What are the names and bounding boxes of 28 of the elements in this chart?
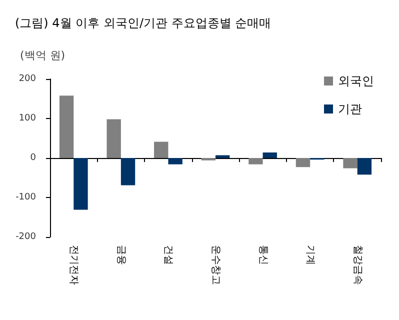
bar xyxy=(262,152,277,158)
y-axis-title: (백억 원) xyxy=(20,49,66,62)
legend-label: 외국인 xyxy=(338,74,374,88)
bar xyxy=(296,158,310,168)
bar xyxy=(106,119,121,158)
bar xyxy=(168,158,182,164)
y-tick-label: 100 xyxy=(18,114,36,124)
x-tick-label: 운수창고 xyxy=(210,245,221,285)
bar xyxy=(357,158,372,175)
bar xyxy=(248,158,263,164)
bar xyxy=(343,158,358,168)
bar xyxy=(59,96,74,158)
x-tick-label: 철강금속 xyxy=(352,245,363,285)
x-tick-label: 기계 xyxy=(304,245,316,265)
y-tick-label: 200 xyxy=(18,74,36,84)
x-tick-label: 금융 xyxy=(115,245,126,265)
bar xyxy=(74,158,88,210)
bar xyxy=(216,155,230,158)
x-tick-label: 통신 xyxy=(257,245,268,265)
bar xyxy=(154,142,168,158)
chart-title: (그림) 4월 이후 외국인/기관 주요업종별 순매매 xyxy=(15,16,272,30)
y-tick-label: -100 xyxy=(16,192,36,202)
x-tick-label: 건설 xyxy=(162,245,174,265)
bar xyxy=(120,158,136,186)
y-tick-label: 0 xyxy=(30,153,36,163)
legend-label: 기관 xyxy=(338,102,362,116)
x-tick-label: 전기전자 xyxy=(68,245,80,285)
y-tick-label: -200 xyxy=(16,232,36,242)
